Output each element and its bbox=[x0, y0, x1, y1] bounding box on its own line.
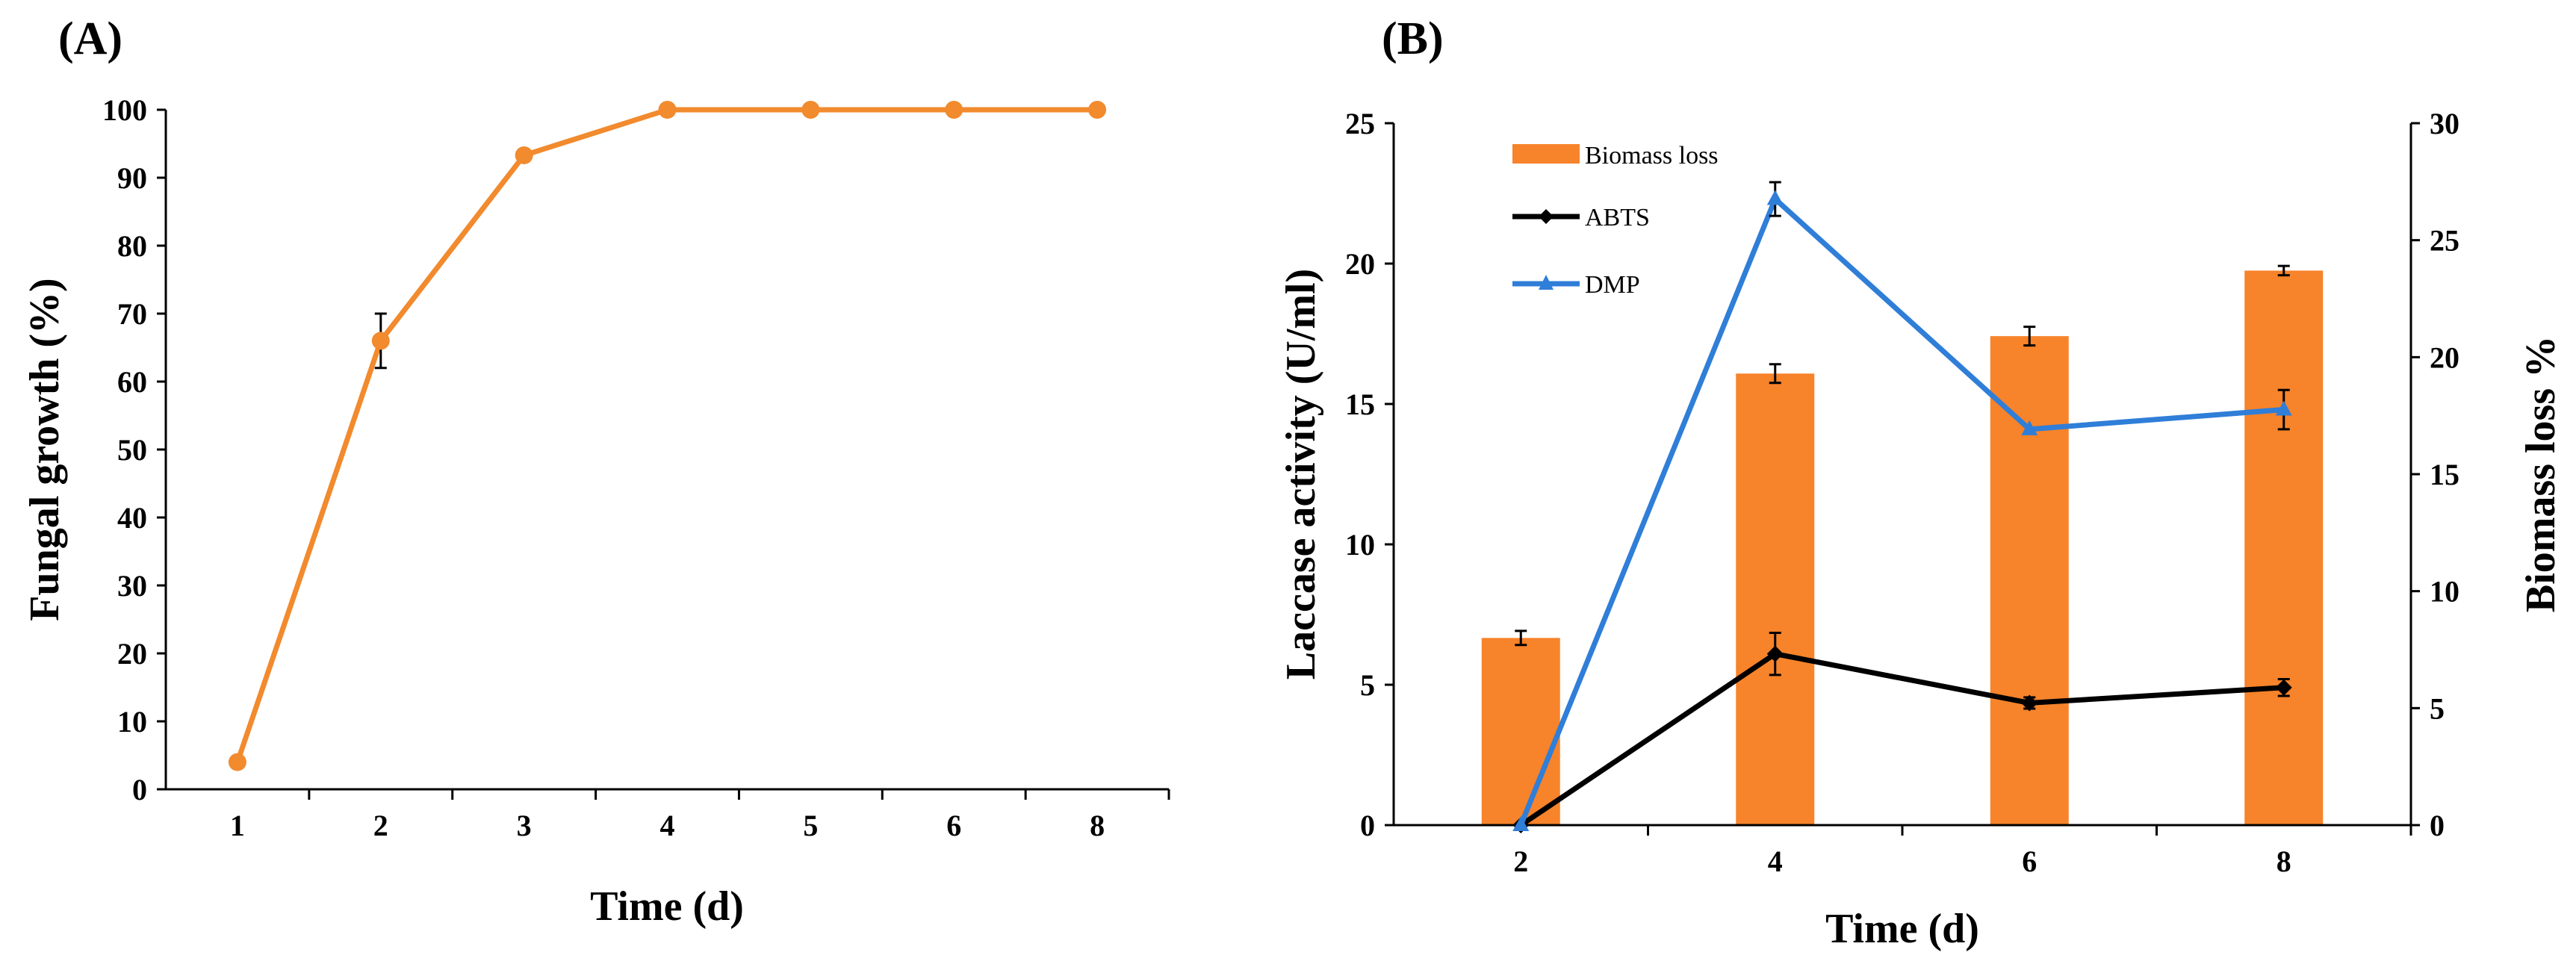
panel-a-x-tick-label: 5 bbox=[803, 809, 818, 842]
panel-a-y-tick-label: 0 bbox=[132, 773, 147, 806]
panel-a-data-point bbox=[515, 146, 533, 164]
panel-b-right-y-tick-label: 25 bbox=[2430, 224, 2459, 258]
panel-b-right-y-tick-label: 0 bbox=[2430, 809, 2445, 842]
panel-b-left-y-tick-label: 10 bbox=[1345, 528, 1375, 562]
panel-b-label: (B) bbox=[1382, 13, 1444, 64]
panel-b-left-y-tick-label: 25 bbox=[1345, 107, 1375, 140]
panel-a-x-tick-label: 3 bbox=[517, 809, 532, 842]
panel-b-right-y-tick-label: 30 bbox=[2430, 107, 2459, 140]
panel-b-line-abts bbox=[1519, 651, 2284, 827]
panel-a-x-tick-label: 8 bbox=[1090, 809, 1105, 842]
panel-b-bar-error-bar bbox=[1515, 629, 1527, 647]
panel-a: (A) 0 10 20 30 40 50 60 70 80 90 100 1 2 3 4 5 6 8 Time … bbox=[22, 13, 1170, 930]
panel-a-x-title: Time (d) bbox=[590, 883, 744, 930]
panel-b-legend: Biomass loss ABTS DMP bbox=[1512, 142, 1719, 299]
legend-swatch-biomass-loss bbox=[1512, 144, 1580, 164]
panel-b-right-y-tick-label: 10 bbox=[2430, 575, 2459, 609]
panel-a-series bbox=[228, 101, 1107, 771]
panel-a-data-point bbox=[945, 101, 963, 119]
panel-b-marker-dmp bbox=[1766, 190, 1784, 205]
panel-a-x-tick-label: 1 bbox=[230, 809, 245, 842]
panel-b-x-title: Time (d) bbox=[1825, 906, 1979, 952]
legend-marker-abts bbox=[1539, 209, 1554, 224]
panel-a-data-point bbox=[228, 753, 246, 771]
panel-b-marker-dmp bbox=[2021, 420, 2038, 435]
legend-label-abts: ABTS bbox=[1585, 204, 1650, 231]
panel-b-left-y-ticks: 0 5 10 15 20 25 bbox=[1345, 107, 1394, 842]
panel-b-left-y-tick-label: 0 bbox=[1360, 809, 1375, 842]
panel-a-y-tick-label: 50 bbox=[117, 433, 147, 467]
panel-b-marker-abts bbox=[2021, 694, 2038, 712]
panel-b-right-y-tick-label: 5 bbox=[2430, 691, 2445, 725]
panel-b-x-tick-label: 4 bbox=[1768, 845, 1783, 878]
panel-a-x-tick-label: 2 bbox=[373, 809, 388, 842]
panel-a-data-point bbox=[801, 101, 820, 119]
panel-b-bars bbox=[1481, 264, 2324, 826]
legend-label-dmp: DMP bbox=[1585, 271, 1640, 299]
panel-b-x-tick-label: 2 bbox=[1513, 845, 1528, 878]
panel-a-x-ticks: 1 2 3 4 5 6 8 bbox=[230, 789, 1170, 842]
panel-b-right-y-tick-label: 15 bbox=[2430, 458, 2459, 491]
panel-a-label: (A) bbox=[58, 13, 122, 64]
panel-b-left-y-tick-label: 20 bbox=[1345, 247, 1375, 281]
panel-b-lines bbox=[1512, 181, 2292, 833]
panel-a-y-title: Fungal growth (%) bbox=[22, 278, 68, 621]
panel-a-data-point bbox=[371, 332, 390, 350]
panel-a-y-tick-label: 10 bbox=[117, 705, 147, 739]
panel-b: (B) 0 5 10 15 20 25 0 5 10 15 20 25 30 2 4 6 8 Biomass… bbox=[1278, 13, 2564, 952]
panel-b-marker-abts bbox=[2275, 679, 2292, 696]
panel-a-x-tick-label: 4 bbox=[660, 809, 675, 842]
legend-label-biomass-loss: Biomass loss bbox=[1585, 142, 1719, 170]
panel-b-left-y-tick-label: 15 bbox=[1345, 388, 1375, 421]
panel-b-bar-biomass-loss bbox=[2244, 270, 2324, 825]
panel-b-marker-abts bbox=[1766, 645, 1784, 662]
panel-a-y-tick-label: 70 bbox=[117, 297, 147, 331]
panel-b-marker-dmp bbox=[1512, 816, 1530, 831]
panel-a-y-tick-label: 20 bbox=[117, 637, 147, 671]
panel-a-y-tick-label: 100 bbox=[102, 93, 147, 127]
panel-a-data-point bbox=[1088, 101, 1107, 119]
panel-b-bar-biomass-loss bbox=[1736, 373, 1815, 825]
panel-a-y-tick-label: 40 bbox=[117, 501, 147, 535]
panel-b-line-dmp bbox=[1518, 196, 2285, 827]
panel-b-right-y-title: Biomass loss % bbox=[2518, 336, 2564, 612]
panel-b-bar-error-bar bbox=[1769, 363, 1781, 385]
panel-b-x-ticks: 2 4 6 8 bbox=[1513, 825, 2412, 878]
panel-a-series-line bbox=[235, 107, 1098, 763]
panel-b-right-y-ticks: 0 5 10 15 20 25 30 bbox=[2411, 107, 2459, 842]
panel-a-y-tick-label: 60 bbox=[117, 365, 147, 399]
panel-b-bar-biomass-loss bbox=[1481, 638, 1560, 825]
panel-a-data-point bbox=[658, 101, 677, 119]
panel-b-bar-error-bar bbox=[2277, 264, 2290, 277]
panel-b-x-tick-label: 6 bbox=[2022, 845, 2037, 878]
panel-b-marker-dmp bbox=[2275, 400, 2292, 416]
panel-b-left-y-tick-label: 5 bbox=[1360, 668, 1375, 702]
panel-a-y-tick-label: 90 bbox=[117, 161, 147, 195]
panel-a-y-tick-label: 30 bbox=[117, 569, 147, 603]
panel-b-x-tick-label: 8 bbox=[2276, 845, 2291, 878]
panel-b-bar-error-bar bbox=[2023, 326, 2036, 347]
panel-b-right-y-tick-label: 20 bbox=[2430, 341, 2459, 374]
panel-b-left-y-title: Laccase activity (U/ml) bbox=[1278, 269, 1324, 680]
panel-a-x-tick-label: 6 bbox=[946, 809, 961, 842]
panel-b-bar-biomass-loss bbox=[1990, 336, 2069, 826]
panel-a-y-ticks: 0 10 20 30 40 50 60 70 80 90 100 bbox=[102, 93, 166, 806]
legend-marker-dmp bbox=[1539, 275, 1554, 290]
panel-a-y-tick-label: 80 bbox=[117, 229, 147, 263]
